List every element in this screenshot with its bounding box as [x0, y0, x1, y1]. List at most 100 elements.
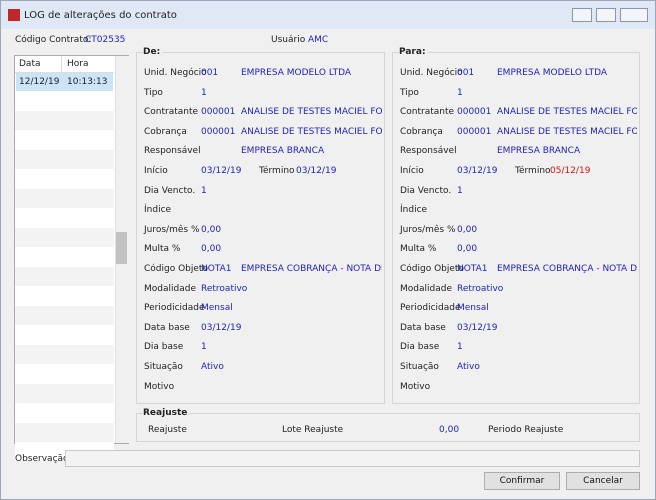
header-row — [15, 56, 114, 73]
field-label: Juros/mês % — [144, 224, 200, 235]
table-row-stripe — [15, 227, 114, 247]
field-code: 0,00 — [201, 244, 222, 255]
field-label: Periodicidade — [144, 303, 205, 314]
field-label: Modalidade — [400, 283, 452, 294]
field-label: Multa % — [144, 244, 181, 255]
adjustment-panel — [136, 413, 640, 442]
table-row-stripe — [15, 130, 114, 149]
column-header: Hora — [67, 59, 89, 69]
table-row-stripe — [15, 383, 114, 403]
field-code: 000001 — [201, 107, 236, 118]
table-row-stripe — [15, 266, 114, 286]
field-code: 000001 — [201, 126, 236, 137]
lot-value: 0,00 — [439, 425, 460, 435]
field-value: ANALISE DE TESTES MACIEL FOR BUSINESS — [497, 126, 637, 137]
table-row-stripe — [15, 325, 114, 344]
field-code: 03/12/19 — [457, 166, 498, 176]
field-code: 1 — [201, 185, 207, 196]
from-panel: De: Unid. Negócio 001 EMPRESA MODELO LTDA Ti… — [136, 47, 385, 404]
contract-value: CT02535 — [85, 35, 126, 45]
field-code: 1 — [201, 87, 207, 98]
field-value: EMPRESA BRANCA — [241, 146, 325, 157]
table-row-stripe — [15, 422, 114, 442]
end-label: Término — [259, 166, 295, 176]
field-label: Responsável — [144, 146, 201, 157]
cancel-button[interactable]: Cancelar — [566, 472, 640, 490]
field-label: Cobrança — [144, 126, 187, 137]
field-label: Cobrança — [400, 126, 443, 137]
field-label: Código Objeto — [144, 264, 208, 274]
field-code: NOTA1 — [201, 264, 232, 274]
end-label: Término — [515, 166, 551, 176]
field-label: Dia Vencto. — [144, 185, 196, 196]
table-row-stripe — [15, 247, 114, 266]
field-label: Tipo — [144, 87, 163, 98]
field-label: Data base — [400, 322, 446, 333]
lot-label: Lote Reajuste — [282, 425, 344, 435]
field-code: 1 — [201, 342, 207, 353]
field-code: 1 — [457, 185, 463, 196]
field-value: ANALISE DE TESTES MACIEL FOR BUSINESS — [241, 126, 382, 137]
field-code: Ativo — [201, 362, 224, 372]
panel-title: De: — [143, 47, 163, 57]
field-label: Dia base — [144, 342, 184, 353]
column-header: Data — [19, 59, 41, 69]
adjustment-label: Reajuste — [148, 425, 187, 435]
field-value: EMPRESA COBRANÇA - NOTA DE SAÍDA — [497, 264, 637, 274]
selected-row[interactable] — [16, 73, 113, 91]
maximize-button[interactable] — [596, 8, 616, 22]
close-button[interactable] — [620, 8, 648, 22]
field-label: Índice — [144, 205, 172, 216]
contract-label: Código Contrato: — [15, 35, 92, 45]
field-label: Modalidade — [144, 283, 196, 294]
field-label: Dia base — [400, 342, 440, 353]
field-label: Motivo — [400, 381, 431, 392]
table-row-stripe — [15, 305, 114, 325]
field-label: Contratante — [144, 107, 199, 118]
observation-input[interactable] — [65, 450, 640, 467]
panel-title: Para: — [399, 47, 428, 57]
user-value: AMC — [308, 35, 329, 45]
field-label: Unid. Negócio — [400, 68, 463, 78]
field-code: Retroativo — [201, 283, 248, 294]
field-code: 0,00 — [457, 224, 478, 235]
field-code: 1 — [457, 342, 463, 353]
table-row-stripe — [15, 188, 114, 208]
field-code: Ativo — [457, 362, 480, 372]
table-row-stripe — [15, 91, 114, 110]
field-label: Juros/mês % — [400, 224, 456, 235]
field-label: Motivo — [144, 381, 175, 392]
window-title: LOG de alterações do contrato — [24, 10, 177, 21]
table-row-stripe — [15, 208, 114, 227]
field-label: Início — [400, 166, 424, 176]
field-label: Periodicidade — [400, 303, 461, 314]
field-code: Retroativo — [457, 283, 504, 294]
adjustment-title: Reajuste — [143, 408, 190, 418]
field-label: Contratante — [400, 107, 455, 118]
field-label: Unid. Negócio — [144, 68, 207, 78]
app-icon — [8, 9, 20, 21]
field-label: Código Objeto — [400, 264, 464, 274]
field-value: EMPRESA COBRANÇA - NOTA DE SAÍDA — [241, 264, 382, 274]
field-code: 03/12/19 — [457, 322, 498, 333]
observation-label: Observação — [15, 454, 69, 464]
table-row-stripe — [15, 286, 114, 305]
field-value: EMPRESA MODELO LTDA — [497, 68, 608, 78]
field-value: ANALISE DE TESTES MACIEL FOR BUSINESS — [241, 107, 382, 118]
field-label: Índice — [400, 205, 428, 216]
field-label: Tipo — [400, 87, 419, 98]
table-row-stripe — [15, 149, 114, 169]
column-divider — [61, 56, 62, 72]
confirm-button[interactable]: Confirmar — [484, 472, 560, 490]
field-code: Mensal — [457, 303, 489, 314]
field-code: NOTA1 — [457, 264, 488, 274]
field-code: 0,00 — [201, 224, 222, 235]
field-label: Início — [144, 166, 168, 176]
minimize-button[interactable] — [572, 8, 592, 22]
to-panel: Para: Unid. Negócio 001 EMPRESA MODELO LTDA… — [392, 47, 640, 404]
field-label: Dia Vencto. — [400, 185, 452, 196]
field-code: 000001 — [457, 107, 492, 118]
table-row-stripe — [15, 344, 114, 364]
field-label: Data base — [144, 322, 190, 333]
title-bar — [1, 1, 655, 29]
